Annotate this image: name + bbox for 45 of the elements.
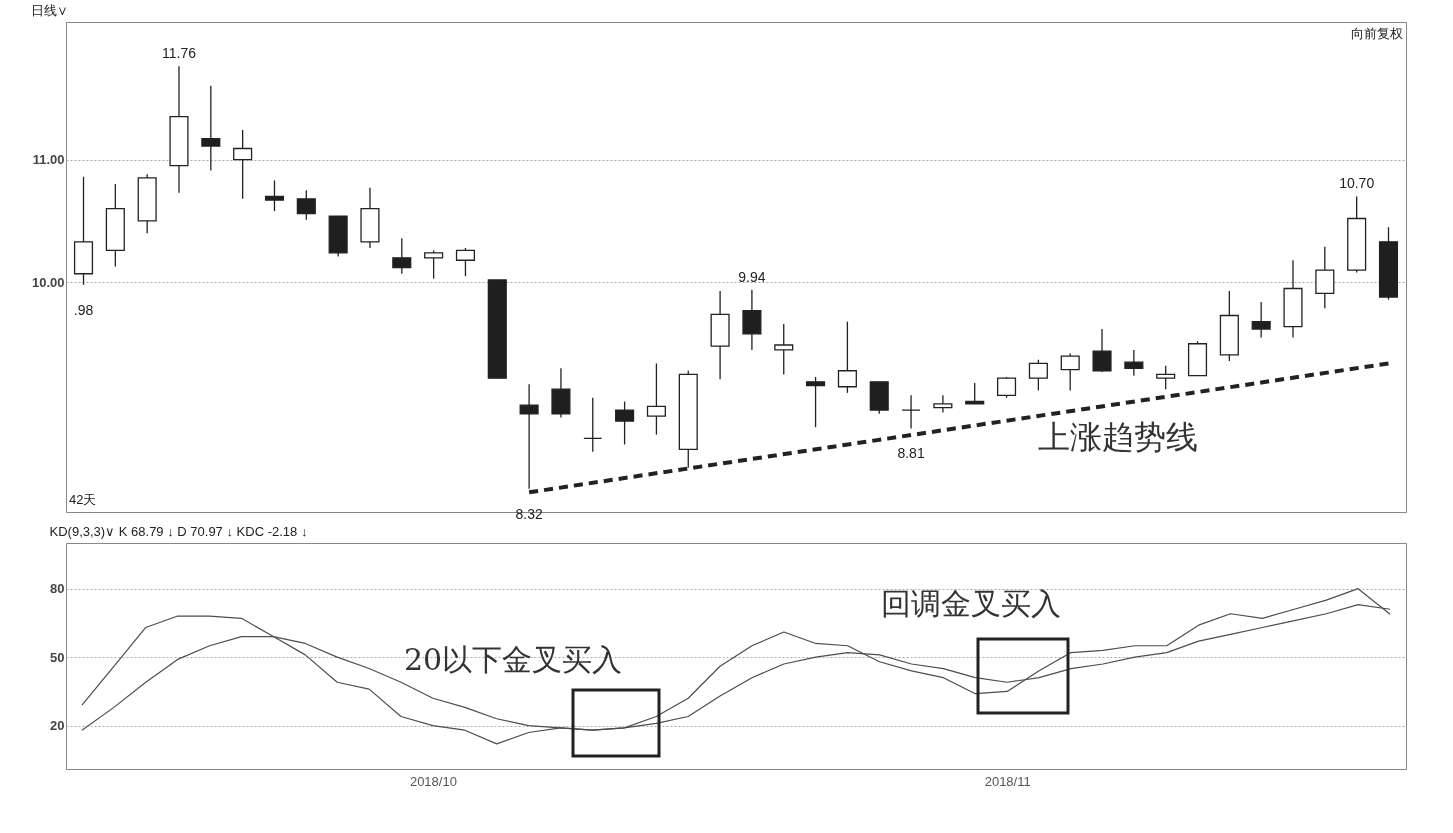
candlestick: [806, 376, 826, 428]
y-tick-label: 50: [50, 649, 65, 665]
y-tick-label: 10.00: [31, 274, 65, 290]
candlestick: [742, 289, 762, 351]
candlestick: [965, 382, 985, 405]
candlestick: [392, 237, 412, 275]
candlestick: [774, 323, 794, 376]
annotation: 上涨趋势线: [1038, 418, 1198, 456]
y-tick-label: 80: [50, 581, 65, 597]
x-tick-label: 2018/10: [409, 773, 457, 789]
candlestick: [1060, 352, 1080, 392]
candlestick: [1315, 246, 1335, 309]
annotation: 42天: [69, 492, 97, 507]
candlestick: [837, 321, 857, 394]
chart-title: 日线∨: [31, 3, 69, 18]
candlestick: [1028, 359, 1048, 392]
candlestick: [201, 85, 221, 172]
candlestick: [615, 400, 635, 446]
annotation: 回调金叉买入: [881, 586, 1061, 621]
candlestick: [933, 394, 953, 414]
candlestick: [1156, 365, 1176, 390]
candlestick: [583, 397, 603, 453]
annotation: 8.32: [515, 505, 543, 522]
candlestick: [1092, 328, 1112, 373]
y-tick-label: 11.00: [32, 152, 65, 168]
annotation: 10.70: [1339, 175, 1375, 192]
candlestick: [233, 129, 253, 200]
candlestick: [455, 247, 476, 277]
candlestick: [264, 179, 285, 212]
annotation: 9.94: [738, 268, 766, 285]
annotation: 20以下金叉买入: [403, 642, 623, 677]
annotation: 8.81: [897, 445, 925, 462]
candlestick: [646, 362, 666, 436]
chart-title: KD(9,3,3)∨ K 68.79 ↓ D 70.97 ↓ KDC -2.18 ↓: [49, 524, 308, 539]
y-tick-label: 20: [50, 718, 65, 734]
annotation: 向前复权: [1351, 26, 1403, 41]
candlestick: [901, 394, 921, 430]
annotation: .98: [73, 301, 94, 318]
candlestick: [424, 249, 444, 280]
annotation: 11.76: [161, 45, 197, 62]
candlestick: [1124, 349, 1144, 377]
line-series: [81, 588, 1391, 745]
x-tick-label: 2018/11: [984, 773, 1031, 789]
candlestick: [296, 189, 316, 221]
candlestick: [1251, 301, 1271, 339]
